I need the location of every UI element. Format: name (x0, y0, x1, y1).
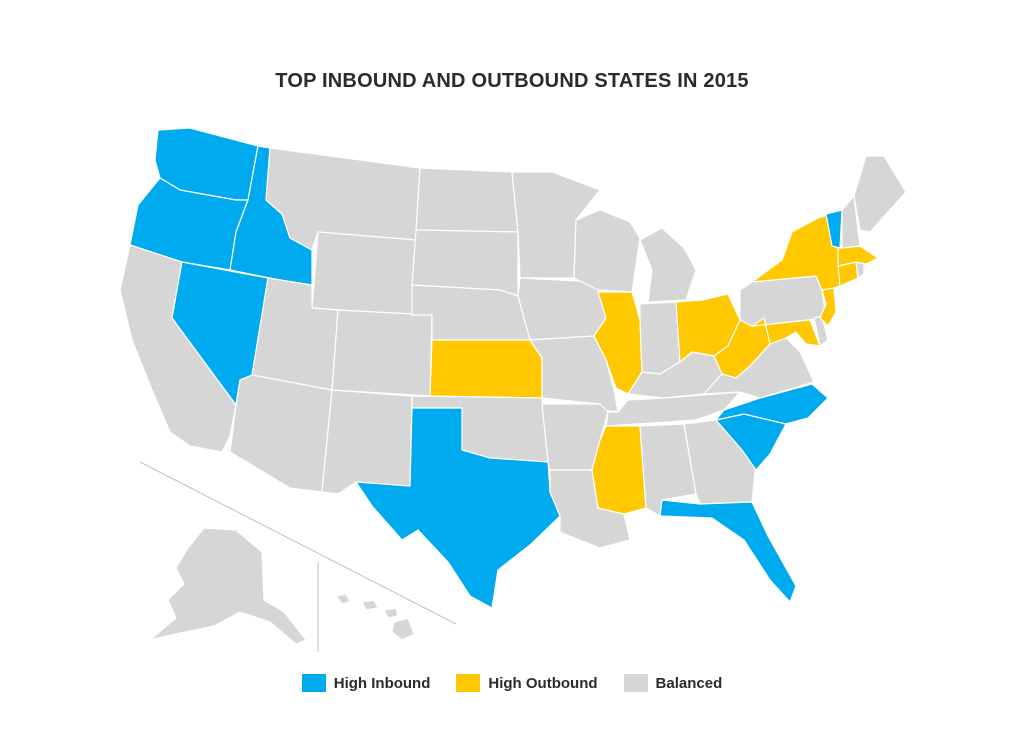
state-hawaii[interactable] (335, 593, 351, 605)
map-title: TOP INBOUND AND OUTBOUND STATES IN 2015 (275, 70, 749, 92)
state-arizona[interactable] (229, 374, 333, 493)
state-hawaii-maui[interactable] (383, 607, 399, 619)
state-michigan[interactable] (639, 227, 697, 303)
state-new-mexico[interactable] (321, 389, 413, 495)
state-hawaii-oahu[interactable] (361, 599, 379, 611)
state-north-dakota[interactable] (415, 167, 519, 233)
state-vermont[interactable] (825, 209, 843, 249)
legend-swatch-inbound (301, 674, 326, 692)
state-maine[interactable] (853, 155, 907, 233)
state-florida[interactable] (659, 499, 797, 603)
state-illinois[interactable] (593, 291, 643, 395)
state-indiana[interactable] (639, 301, 681, 375)
state-kansas[interactable] (429, 339, 543, 399)
state-rhode-island[interactable] (855, 261, 865, 279)
legend-label-balanced: Balanced (655, 674, 723, 692)
state-pennsylvania[interactable] (739, 275, 827, 327)
state-new-hampshire[interactable] (841, 195, 861, 249)
legend-item-outbound: High Outbound (456, 674, 598, 692)
state-hawaii-big-island[interactable] (391, 617, 415, 641)
state-texas[interactable] (355, 407, 561, 609)
state-delaware[interactable] (813, 315, 829, 347)
legend-label-inbound: High Inbound (333, 674, 431, 692)
legend: High Inbound High Outbound Balanced (0, 674, 1024, 692)
state-massachusetts[interactable] (837, 245, 879, 267)
state-colorado[interactable] (331, 309, 433, 397)
legend-label-outbound: High Outbound (488, 674, 598, 692)
state-wisconsin[interactable] (573, 209, 641, 293)
state-alaska[interactable] (149, 527, 307, 645)
inset-separator-diagonal (139, 461, 457, 625)
state-maryland[interactable] (751, 317, 821, 347)
legend-item-balanced: Balanced (623, 674, 723, 692)
state-mississippi[interactable] (591, 425, 647, 515)
legend-swatch-balanced (623, 674, 648, 692)
legend-item-inbound: High Inbound (301, 674, 431, 692)
legend-swatch-outbound (456, 674, 481, 692)
state-wyoming[interactable] (311, 231, 417, 316)
